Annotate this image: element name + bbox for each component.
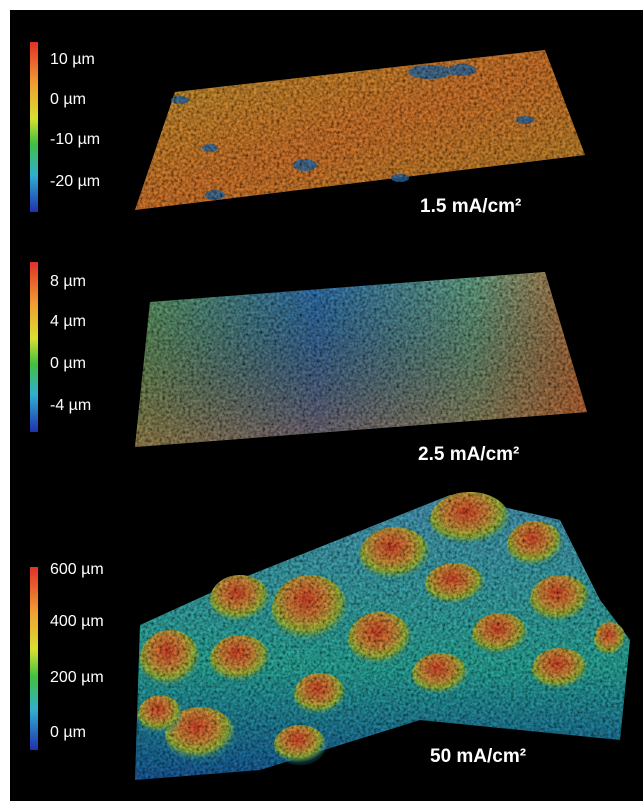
colorbar-label: 0 µm (50, 355, 86, 372)
panel-label: 1.5 mA/cm² (420, 196, 521, 217)
panel-label: 2.5 mA/cm² (418, 444, 519, 465)
colorbar-label: 8 µm (50, 273, 86, 290)
colorbar (30, 42, 38, 212)
colorbar (30, 567, 38, 750)
colorbar-label: 10 µm (50, 51, 95, 68)
colorbar (30, 262, 38, 432)
panel-label: 50 mA/cm² (430, 746, 526, 767)
colorbar-label: -10 µm (50, 131, 100, 148)
figure: 10 µm 0 µm -10 µm -20 µm 1.5 mA/cm² 8 µm… (0, 0, 643, 801)
colorbar-label: -4 µm (50, 397, 91, 414)
colorbar-label: 4 µm (50, 313, 86, 330)
colorbar-label: 600 µm (50, 561, 104, 578)
colorbar-label: 0 µm (50, 91, 86, 108)
colorbar-label: -20 µm (50, 173, 100, 190)
colorbar-label: 400 µm (50, 613, 104, 630)
colorbar-label: 200 µm (50, 669, 104, 686)
colorbar-label: 0 µm (50, 724, 86, 741)
